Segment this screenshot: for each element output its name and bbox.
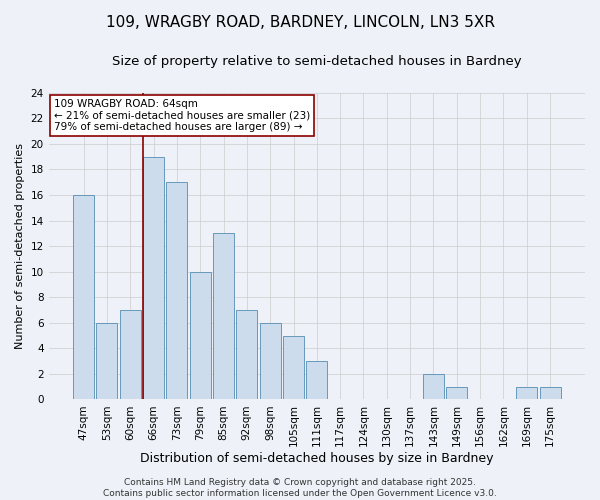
Title: Size of property relative to semi-detached houses in Bardney: Size of property relative to semi-detach… xyxy=(112,55,521,68)
Bar xyxy=(143,156,164,400)
Bar xyxy=(213,234,234,400)
Bar xyxy=(283,336,304,400)
Bar xyxy=(120,310,140,400)
Bar xyxy=(260,323,281,400)
Text: Contains HM Land Registry data © Crown copyright and database right 2025.
Contai: Contains HM Land Registry data © Crown c… xyxy=(103,478,497,498)
Y-axis label: Number of semi-detached properties: Number of semi-detached properties xyxy=(15,143,25,349)
Bar xyxy=(307,361,328,400)
Bar xyxy=(73,195,94,400)
Bar xyxy=(539,386,560,400)
Text: 109 WRAGBY ROAD: 64sqm
← 21% of semi-detached houses are smaller (23)
79% of sem: 109 WRAGBY ROAD: 64sqm ← 21% of semi-det… xyxy=(54,99,310,132)
Bar xyxy=(446,386,467,400)
Bar xyxy=(190,272,211,400)
Bar xyxy=(516,386,537,400)
Text: 109, WRAGBY ROAD, BARDNEY, LINCOLN, LN3 5XR: 109, WRAGBY ROAD, BARDNEY, LINCOLN, LN3 … xyxy=(106,15,494,30)
Bar xyxy=(423,374,444,400)
Bar xyxy=(236,310,257,400)
Bar xyxy=(166,182,187,400)
Bar xyxy=(97,323,118,400)
X-axis label: Distribution of semi-detached houses by size in Bardney: Distribution of semi-detached houses by … xyxy=(140,452,494,465)
